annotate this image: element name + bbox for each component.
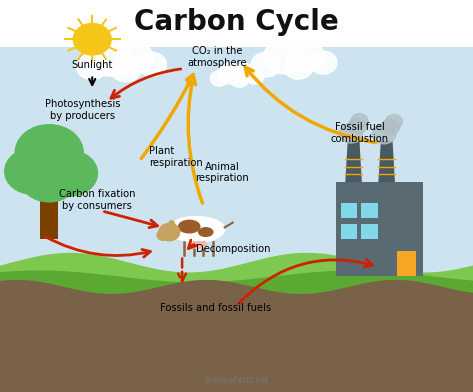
Circle shape — [5, 149, 60, 194]
Ellipse shape — [179, 220, 200, 233]
Bar — [361, 203, 378, 218]
Circle shape — [110, 56, 141, 82]
Text: CO₂ in the
atmosphere: CO₂ in the atmosphere — [188, 46, 247, 68]
Ellipse shape — [190, 241, 207, 249]
Circle shape — [230, 72, 249, 87]
Ellipse shape — [168, 216, 225, 242]
Circle shape — [251, 53, 281, 77]
Text: Fossil fuel
combustion: Fossil fuel combustion — [331, 122, 388, 144]
Circle shape — [19, 152, 79, 202]
Polygon shape — [345, 141, 362, 182]
Text: Animal
respiration: Animal respiration — [195, 162, 249, 183]
Circle shape — [76, 54, 108, 80]
Text: Fossils and fossil fuels: Fossils and fossil fuels — [159, 303, 271, 313]
Bar — [40, 178, 58, 239]
Bar — [336, 182, 423, 276]
Text: Plant
respiration: Plant respiration — [149, 146, 203, 168]
Bar — [341, 203, 357, 218]
Bar — [0, 0, 473, 47]
Circle shape — [309, 51, 337, 74]
Circle shape — [348, 118, 367, 134]
Circle shape — [137, 53, 166, 76]
Bar — [361, 224, 378, 239]
Bar — [0, 47, 473, 282]
Text: Carbon Cycle: Carbon Cycle — [134, 7, 339, 36]
Ellipse shape — [169, 221, 175, 228]
Polygon shape — [378, 141, 395, 182]
Circle shape — [351, 114, 368, 128]
Circle shape — [233, 64, 256, 83]
Circle shape — [210, 71, 229, 86]
Circle shape — [283, 54, 313, 79]
Circle shape — [15, 125, 83, 181]
Circle shape — [218, 64, 243, 84]
Polygon shape — [0, 270, 473, 294]
Circle shape — [263, 41, 303, 74]
Text: ScienceFacts.net: ScienceFacts.net — [204, 376, 269, 385]
Circle shape — [381, 119, 400, 135]
Text: Carbon fixation
by consumers: Carbon fixation by consumers — [59, 189, 135, 211]
Bar — [341, 224, 357, 239]
Circle shape — [246, 70, 263, 84]
Circle shape — [159, 223, 180, 241]
Text: Decomposition: Decomposition — [196, 244, 271, 254]
Circle shape — [114, 42, 153, 74]
Bar — [397, 251, 416, 276]
Circle shape — [372, 124, 396, 144]
Circle shape — [385, 114, 403, 129]
Circle shape — [43, 151, 97, 196]
Circle shape — [89, 42, 131, 76]
Circle shape — [157, 230, 169, 240]
Circle shape — [287, 41, 324, 72]
Circle shape — [339, 123, 363, 143]
Polygon shape — [0, 280, 473, 392]
Circle shape — [73, 24, 111, 55]
Ellipse shape — [199, 228, 213, 236]
Text: Photosynthesis
by producers: Photosynthesis by producers — [45, 99, 121, 121]
Polygon shape — [0, 253, 473, 282]
Text: Sunlight: Sunlight — [71, 60, 113, 70]
